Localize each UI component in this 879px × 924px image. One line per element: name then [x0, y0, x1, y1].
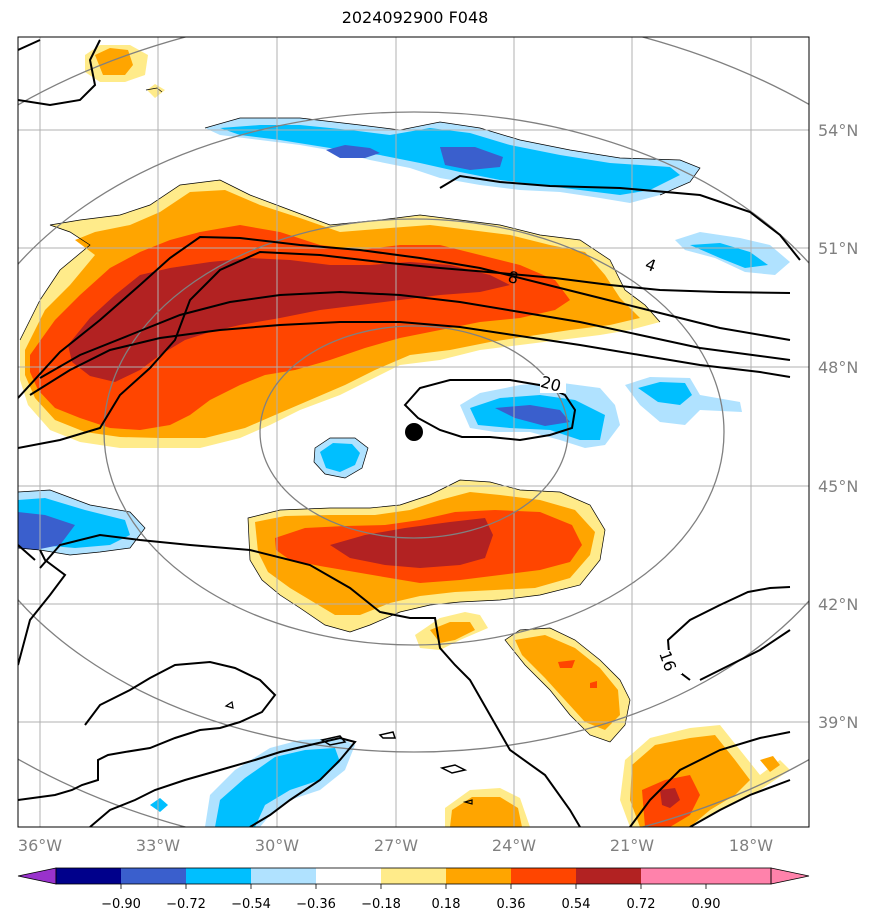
- longitude-labels: 36°W 33°W 30°W 27°W 24°W 21°W 18°W: [18, 836, 773, 855]
- lon-label: 24°W: [492, 836, 536, 855]
- contour-4: [439, 174, 801, 261]
- lon-label: 36°W: [18, 836, 62, 855]
- range-rings: [18, 37, 809, 827]
- colorbar-tick-label: 0.18: [432, 897, 461, 912]
- colorbar-swatch: [316, 868, 382, 884]
- colorbar-tick-label: −0.54: [231, 897, 271, 912]
- lon-label: 27°W: [374, 836, 418, 855]
- colorbar-swatch: [56, 868, 122, 884]
- colorbar-swatch: [641, 868, 771, 884]
- map-title: 2024092900 F048: [341, 8, 489, 27]
- lat-label: 39°N: [818, 713, 858, 732]
- graticule: [18, 37, 809, 827]
- lon-label: 18°W: [729, 836, 773, 855]
- max-region-north: [68, 258, 510, 382]
- lat-label: 42°N: [818, 595, 858, 614]
- colorbar-tick-label: 0.90: [692, 897, 721, 912]
- colorbar-tick-label: 0.72: [627, 897, 656, 912]
- contour-20: [403, 379, 577, 442]
- colorbar-tick-label: 0.54: [562, 897, 591, 912]
- latitude-labels: 54°N 51°N 48°N 45°N 42°N 39°N: [818, 121, 858, 732]
- colorbar-tick-label: −0.72: [166, 897, 206, 912]
- lat-label: 48°N: [818, 358, 858, 377]
- colorbar-swatch: [121, 868, 187, 884]
- colorbar-swatch: [576, 868, 642, 884]
- colorbar-tick-label: 0.36: [497, 897, 526, 912]
- max-region-south: [330, 518, 493, 568]
- contour-label-20: 20: [539, 372, 564, 396]
- colorbar-swatch: [511, 868, 577, 884]
- colorbar-swatch: [186, 868, 252, 884]
- lon-label: 21°W: [610, 836, 654, 855]
- lon-label: 33°W: [136, 836, 180, 855]
- colorbar-tick-label: −0.90: [101, 897, 141, 912]
- colorbar-tick-label: −0.36: [296, 897, 336, 912]
- storm-center-marker: [405, 423, 423, 441]
- contour-lines: [18, 39, 801, 827]
- lat-label: 45°N: [818, 477, 858, 496]
- map-area: 4 8 20 16: [18, 37, 809, 827]
- contour-label-8: 8: [506, 267, 520, 288]
- colorbar-swatch: [381, 868, 447, 884]
- lat-label: 51°N: [818, 239, 858, 258]
- lat-label: 54°N: [818, 121, 858, 140]
- colorbar-swatch: [446, 868, 512, 884]
- map-frame: [17, 36, 810, 828]
- contour-8: [18, 235, 791, 399]
- colorbar: −0.90 −0.72 −0.54 −0.36 −0.18 0.18 0.36 …: [17, 867, 810, 912]
- shaded-outline: [18, 87, 701, 743]
- colorbar-swatch: [251, 868, 317, 884]
- colorbar-tick-label: −0.18: [361, 897, 401, 912]
- lon-label: 30°W: [255, 836, 299, 855]
- colorbar-swatch: [17, 867, 57, 885]
